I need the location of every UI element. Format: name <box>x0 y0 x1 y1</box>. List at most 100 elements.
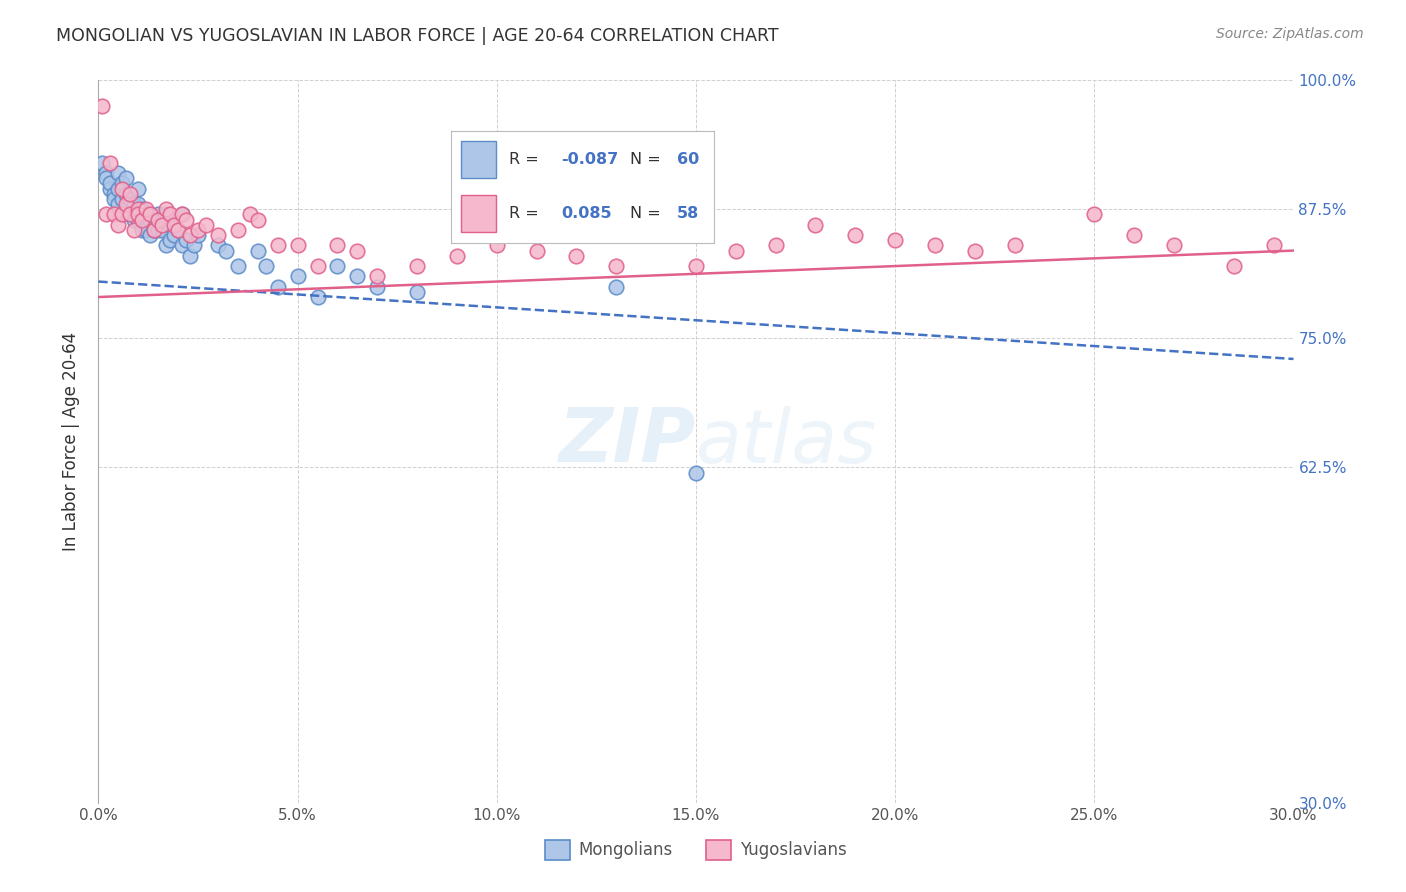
Point <box>963 244 986 258</box>
Point <box>155 202 177 217</box>
Point <box>150 212 173 227</box>
Point <box>163 228 186 243</box>
Point <box>565 249 588 263</box>
Point <box>215 244 238 258</box>
Point <box>804 218 827 232</box>
Point <box>844 228 866 243</box>
Point <box>120 207 142 221</box>
Legend: Mongolians, Yugoslavians: Mongolians, Yugoslavians <box>538 833 853 867</box>
Point <box>685 259 707 273</box>
Point <box>174 233 197 247</box>
Point <box>131 223 153 237</box>
Y-axis label: In Labor Force | Age 20-64: In Labor Force | Age 20-64 <box>62 332 80 551</box>
Point <box>326 238 349 252</box>
Point <box>1263 238 1285 252</box>
Text: MONGOLIAN VS YUGOSLAVIAN IN LABOR FORCE | AGE 20-64 CORRELATION CHART: MONGOLIAN VS YUGOSLAVIAN IN LABOR FORCE … <box>56 27 779 45</box>
Point <box>172 238 194 252</box>
Point <box>124 223 146 237</box>
Point <box>111 192 134 206</box>
Point <box>115 171 138 186</box>
Point <box>346 244 368 258</box>
Point <box>163 218 186 232</box>
Point <box>346 269 368 284</box>
Point <box>124 197 146 211</box>
Point <box>159 233 181 247</box>
Point <box>287 238 309 252</box>
Point <box>98 177 122 191</box>
Point <box>111 207 134 221</box>
Point <box>107 166 129 180</box>
Point <box>724 244 747 258</box>
Point <box>98 181 122 195</box>
Point <box>307 290 329 304</box>
Point <box>1163 238 1185 252</box>
Point <box>96 171 118 186</box>
Text: Source: ZipAtlas.com: Source: ZipAtlas.com <box>1216 27 1364 41</box>
Point <box>366 269 388 284</box>
Point <box>179 228 201 243</box>
Point <box>103 186 125 201</box>
Point <box>135 207 157 221</box>
Point <box>150 218 173 232</box>
Point <box>139 212 162 227</box>
Point <box>115 202 138 217</box>
Text: ZIP: ZIP <box>558 405 696 478</box>
Point <box>127 207 149 221</box>
Point <box>1004 238 1026 252</box>
Point <box>96 207 118 221</box>
Point <box>187 223 209 237</box>
Point <box>406 259 429 273</box>
Point <box>103 192 125 206</box>
Point <box>131 212 153 227</box>
Point <box>120 192 142 206</box>
Point <box>172 207 194 221</box>
Point <box>96 166 118 180</box>
Point <box>267 238 290 252</box>
Point <box>91 156 114 170</box>
Point <box>143 223 166 237</box>
Point <box>1223 259 1246 273</box>
Point <box>685 466 707 480</box>
Point <box>131 202 153 217</box>
Point <box>254 259 277 273</box>
Point <box>124 212 146 227</box>
Point <box>127 212 149 227</box>
Point <box>139 207 162 221</box>
Point <box>267 279 290 293</box>
Point <box>111 177 134 191</box>
Point <box>120 186 142 201</box>
Point <box>765 238 787 252</box>
Point <box>135 202 157 217</box>
Point <box>155 207 177 221</box>
Point <box>148 223 170 237</box>
Point <box>143 223 166 237</box>
Point <box>159 207 181 221</box>
Point <box>120 207 142 221</box>
Point <box>103 207 125 221</box>
Point <box>107 197 129 211</box>
Point <box>150 223 173 237</box>
Point <box>226 259 249 273</box>
Point <box>1083 207 1105 221</box>
Point <box>135 223 157 237</box>
Point <box>366 279 388 293</box>
Point <box>107 218 129 232</box>
Point <box>167 223 190 237</box>
Point <box>148 207 170 221</box>
Point <box>884 233 907 247</box>
Point <box>287 269 309 284</box>
Point <box>172 207 194 221</box>
Text: atlas: atlas <box>696 406 877 477</box>
Point <box>924 238 946 252</box>
Point <box>183 238 205 252</box>
Point <box>107 181 129 195</box>
Point <box>187 228 209 243</box>
Point <box>605 259 627 273</box>
Point <box>155 238 177 252</box>
Point <box>326 259 349 273</box>
Point <box>179 249 201 263</box>
Point <box>98 156 122 170</box>
Point <box>127 202 149 217</box>
Point <box>207 228 229 243</box>
Point <box>127 197 149 211</box>
